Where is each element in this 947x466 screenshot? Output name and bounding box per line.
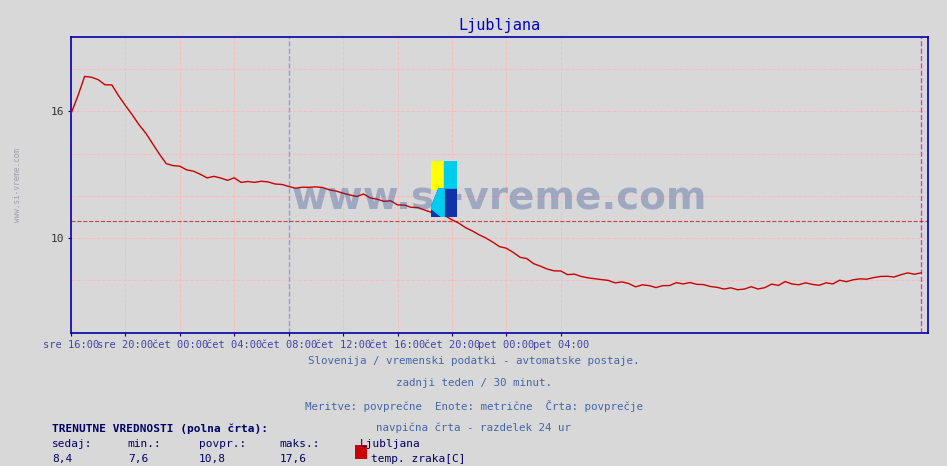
Polygon shape — [431, 189, 444, 217]
Text: www.si-vreme.com: www.si-vreme.com — [13, 148, 23, 222]
Text: navpična črta - razdelek 24 ur: navpična črta - razdelek 24 ur — [376, 422, 571, 433]
Title: Ljubljana: Ljubljana — [458, 18, 541, 34]
Text: temp. zraka[C]: temp. zraka[C] — [371, 454, 466, 464]
Text: Slovenija / vremenski podatki - avtomatske postaje.: Slovenija / vremenski podatki - avtomats… — [308, 356, 639, 366]
Text: Meritve: povprečne  Enote: metrične  Črta: povprečje: Meritve: povprečne Enote: metrične Črta:… — [305, 400, 642, 412]
Bar — [444, 189, 457, 217]
Text: sedaj:: sedaj: — [52, 439, 93, 449]
Bar — [444, 161, 457, 189]
Bar — [431, 161, 444, 189]
Polygon shape — [431, 189, 444, 217]
Text: 17,6: 17,6 — [279, 454, 307, 464]
Text: maks.:: maks.: — [279, 439, 320, 449]
Text: www.si-vreme.com: www.si-vreme.com — [292, 178, 707, 216]
Text: zadnji teden / 30 minut.: zadnji teden / 30 minut. — [396, 378, 551, 388]
Text: 7,6: 7,6 — [128, 454, 148, 464]
Text: 10,8: 10,8 — [199, 454, 226, 464]
Text: 8,4: 8,4 — [52, 454, 72, 464]
Text: povpr.:: povpr.: — [199, 439, 246, 449]
Text: min.:: min.: — [128, 439, 162, 449]
Text: Ljubljana: Ljubljana — [360, 439, 420, 449]
Text: TRENUTNE VREDNOSTI (polna črta):: TRENUTNE VREDNOSTI (polna črta): — [52, 423, 268, 434]
